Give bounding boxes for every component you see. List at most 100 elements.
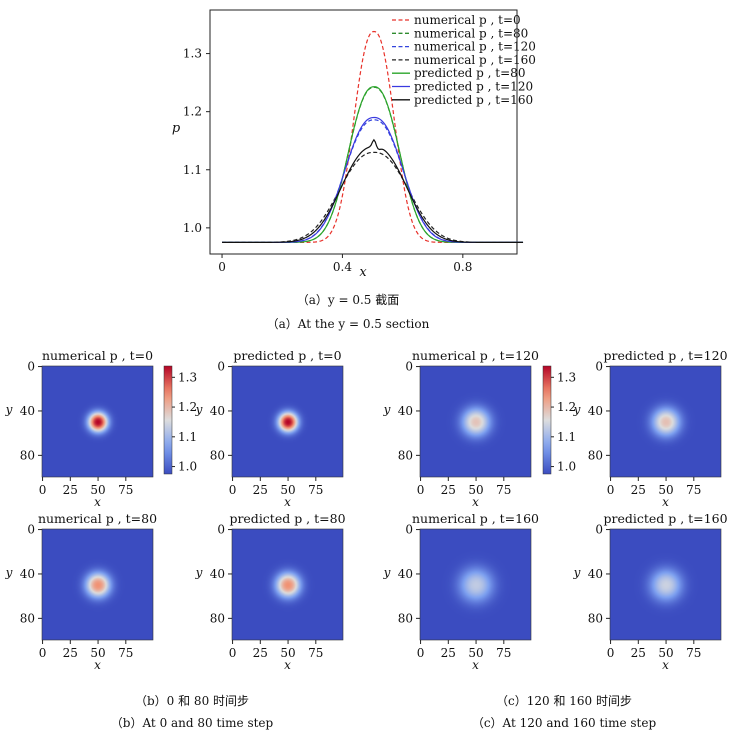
heatmap-x-tick-label: 25 (441, 483, 456, 497)
series-line-1 (222, 86, 524, 243)
heatmap-y-tick-label: 40 (20, 567, 35, 581)
heatmap-y-label: y (195, 566, 203, 580)
colorbar-tick-label: 1.1 (178, 430, 197, 444)
colorbar-tick-label: 1.0 (557, 460, 576, 474)
line-chart-frame (209, 9, 518, 255)
heatmap-y-tick-label: 0 (217, 523, 225, 537)
series-line-4 (222, 86, 524, 243)
heatmap-y-tick-label: 0 (27, 523, 35, 537)
colorbar-tick-label: 1.3 (178, 370, 197, 384)
heatmap-x-tick-label: 25 (63, 646, 78, 660)
heatmap-title: predicted p , t=0 (233, 348, 341, 363)
colorbar-gradient (542, 365, 552, 475)
heatmap-panel-hm2: predicted p , t=0 0 25 50 75 0 40 80 x y (195, 348, 344, 509)
heatmap-x-tick-label: 0 (229, 646, 237, 660)
heatmap-y-tick-label: 40 (210, 404, 225, 418)
heatmap-x-tick-label: 75 (308, 483, 323, 497)
x-tick-label: 0.8 (453, 260, 472, 274)
series-line-6 (222, 138, 524, 243)
heatmap-panel-hm6: predicted p , t=80 0 25 50 75 0 40 80 x y (195, 511, 346, 672)
heatmap-x-label: x (284, 658, 291, 672)
colorbar-tick-label: 1.3 (557, 370, 576, 384)
heatmap-image (610, 366, 721, 477)
heatmap-x-tick-label: 50 (280, 483, 295, 497)
colorbar-gradient (163, 365, 173, 475)
heatmap-x-label: x (94, 495, 101, 509)
caption-b-en: （b）At 0 and 80 time step (111, 716, 274, 730)
heatmap-frame (609, 365, 722, 478)
colorbar-tick-label: 1.2 (557, 400, 576, 414)
heatmap-y-tick-label: 0 (595, 360, 603, 374)
heatmap-title: numerical p , t=80 (38, 511, 157, 526)
heatmap-x-tick-label: 25 (441, 646, 456, 660)
heatmap-y-label: y (383, 403, 391, 417)
legend-label: predicted p , t=120 (414, 80, 533, 94)
heatmap-x-tick-label: 25 (631, 483, 646, 497)
heatmap-y-label: y (573, 566, 581, 580)
heatmap-x-label: x (472, 495, 479, 509)
heatmap-x-tick-label: 75 (308, 646, 323, 660)
colorbar-1: 1.0 1.1 1.2 1.3 (163, 365, 197, 475)
heatmap-frame (231, 528, 344, 641)
heatmap-x-tick-label: 0 (607, 483, 615, 497)
heatmap-y-tick-label: 80 (588, 448, 603, 462)
heatmap-image (42, 366, 153, 477)
heatmap-x-tick-label: 50 (468, 483, 483, 497)
heatmap-x-tick-label: 25 (253, 483, 268, 497)
heatmap-x-label: x (94, 658, 101, 672)
line-chart: 0 0.4 0.8 1.0 1.1 1.2 1.3 x p numerical p , t=… (172, 9, 536, 280)
heatmap-image (610, 529, 721, 640)
colorbar-tick-label: 1.2 (178, 400, 197, 414)
heatmap-x-label: x (472, 658, 479, 672)
heatmap-y-tick-label: 40 (398, 404, 413, 418)
caption-a-cn: （a）y = 0.5 截面 (297, 293, 400, 307)
heatmap-x-tick-label: 25 (253, 646, 268, 660)
heatmap-y-label: y (573, 403, 581, 417)
colorbar-2: 1.0 1.1 1.2 1.3 (542, 365, 576, 475)
heatmap-y-label: y (5, 566, 13, 580)
heatmap-title: predicted p , t=160 (603, 511, 727, 526)
heatmap-x-tick-label: 0 (39, 646, 47, 660)
legend-label: numerical p , t=120 (414, 40, 536, 54)
heatmap-x-tick-label: 75 (496, 483, 511, 497)
caption-b-cn: （b）0 和 80 时间步 (135, 694, 249, 708)
y-tick-label: 1.0 (183, 221, 202, 235)
colorbar-tick-label: 1.0 (178, 460, 197, 474)
heatmap-image (420, 366, 531, 477)
heatmap-x-tick-label: 0 (607, 646, 615, 660)
heatmap-x-label: x (662, 658, 669, 672)
heatmap-x-tick-label: 25 (631, 646, 646, 660)
heatmap-x-tick-label: 25 (63, 483, 78, 497)
heatmap-x-tick-label: 75 (496, 646, 511, 660)
y-tick-label: 1.2 (183, 105, 202, 119)
heatmap-y-tick-label: 80 (398, 448, 413, 462)
heatmap-y-label: y (195, 403, 203, 417)
heatmap-x-tick-label: 50 (658, 483, 673, 497)
caption-c-en: （c）At 120 and 160 time step (472, 716, 657, 730)
line-chart-ticks: 0 0.4 0.8 1.0 1.1 1.2 1.3 (183, 47, 472, 274)
y-tick-label: 1.1 (183, 163, 202, 177)
heatmap-y-tick-label: 0 (27, 360, 35, 374)
legend-label: predicted p , t=160 (414, 93, 533, 107)
x-tick-label: 0 (218, 260, 226, 274)
heatmap-y-tick-label: 0 (405, 523, 413, 537)
heatmap-title: numerical p , t=120 (412, 348, 539, 363)
heatmap-x-tick-label: 75 (118, 483, 133, 497)
series-line-2 (222, 119, 524, 243)
line-chart-y-label: p (172, 121, 181, 136)
heatmap-frame (609, 528, 722, 641)
line-chart-series (222, 30, 524, 243)
heatmap-panel-hm1: numerical p , t=0 0 25 50 75 0 40 80 x y (5, 348, 154, 509)
heatmap-frame (231, 365, 344, 478)
legend-label: predicted p , t=80 (414, 66, 525, 80)
heatmap-y-tick-label: 80 (210, 448, 225, 462)
heatmap-title: predicted p , t=80 (229, 511, 345, 526)
heatmap-y-label: y (5, 403, 13, 417)
